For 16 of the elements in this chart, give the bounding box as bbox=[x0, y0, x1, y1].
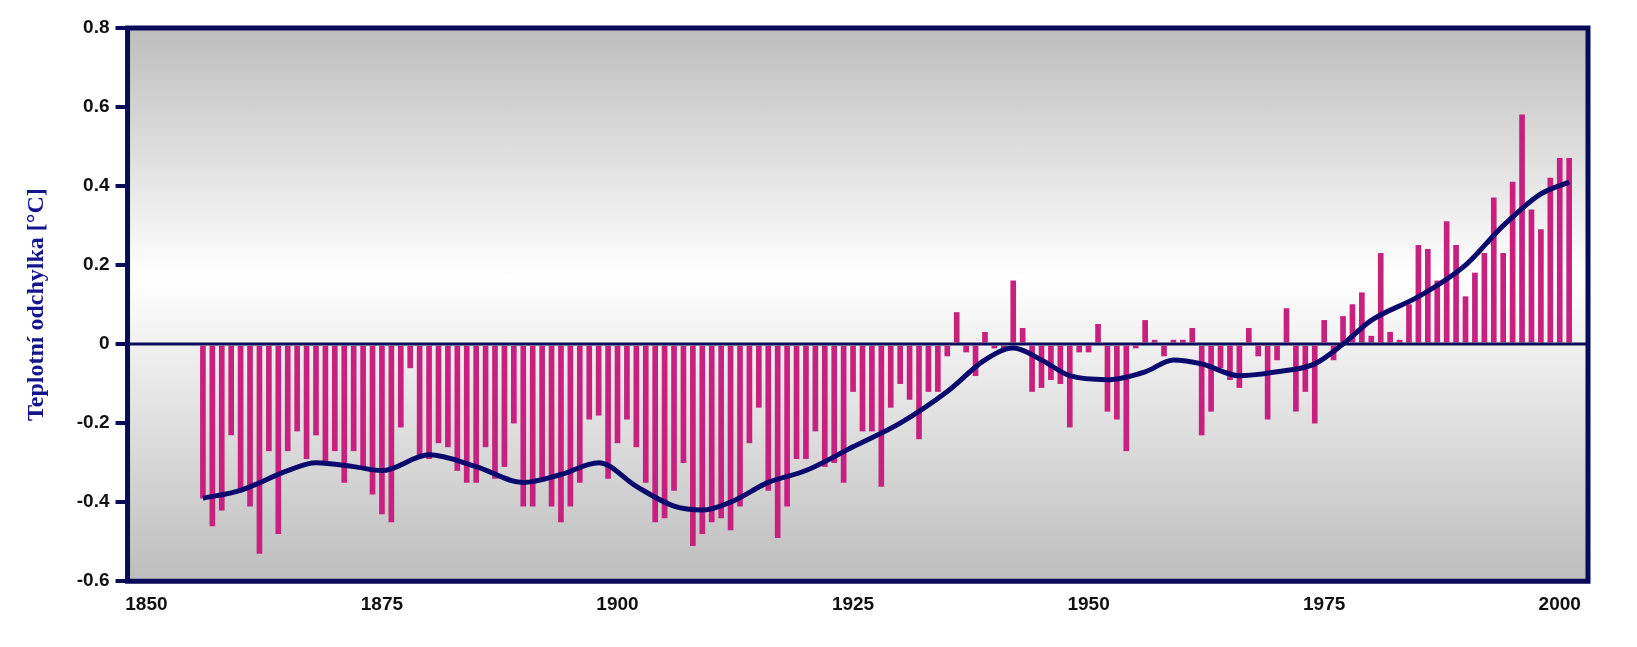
y-tick-label: 0.8 bbox=[83, 16, 110, 38]
y-tick-label: 0.4 bbox=[83, 174, 110, 196]
x-tick-label: 1850 bbox=[125, 592, 168, 614]
x-tick-label: 1925 bbox=[831, 592, 875, 614]
x-tick-label: 1875 bbox=[360, 592, 404, 614]
y-axis-title: Teplotní odchylka [°C] bbox=[21, 188, 48, 421]
x-tick-label: 2000 bbox=[1538, 592, 1581, 614]
y-tick-label: -0.6 bbox=[76, 569, 110, 591]
y-tick-label: -0.4 bbox=[76, 490, 110, 512]
x-tick-label: 1975 bbox=[1303, 592, 1346, 614]
y-tick-label: 0 bbox=[98, 332, 110, 354]
y-tick-label: 0.6 bbox=[83, 95, 110, 117]
y-tick-label: 0.2 bbox=[83, 253, 110, 275]
x-tick-label: 1900 bbox=[596, 592, 639, 614]
x-tick-label: 1950 bbox=[1067, 592, 1110, 614]
y-tick-label: -0.2 bbox=[76, 411, 110, 433]
